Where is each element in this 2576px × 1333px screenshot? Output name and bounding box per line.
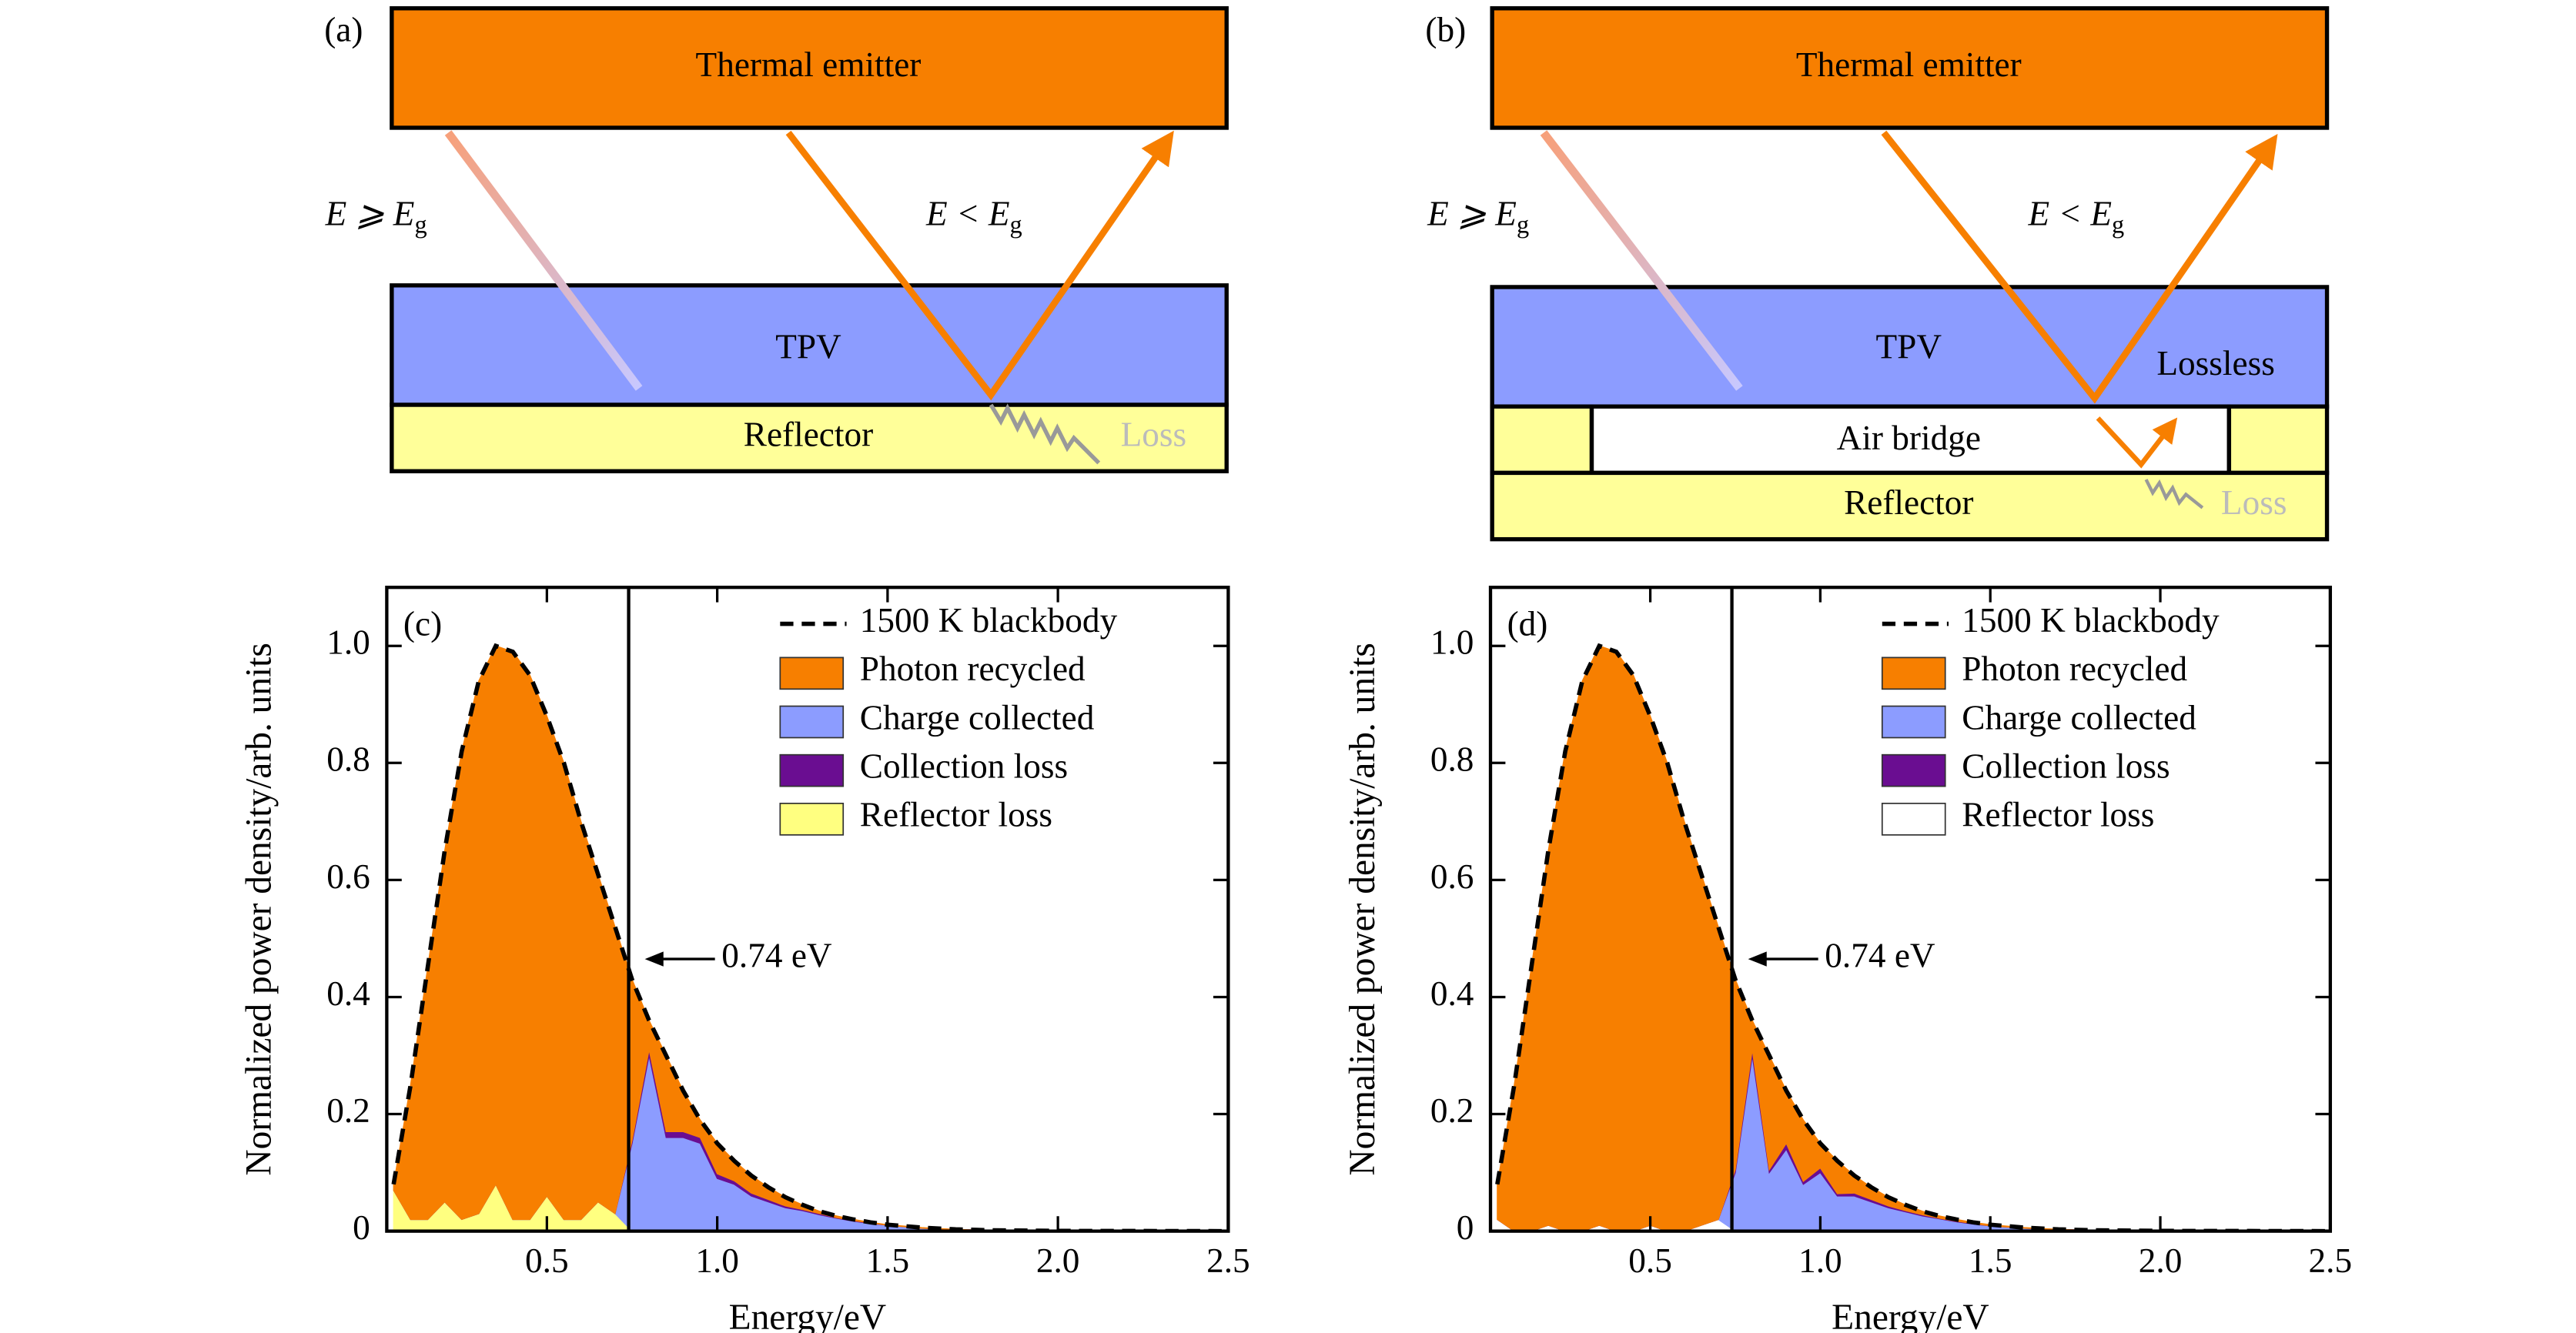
x-tick-label: 2.5 [2309,1241,2353,1280]
legend-label: Collection loss [860,747,1068,785]
y-axis-label: Normalized power density/arb. units [239,643,279,1175]
subscript: g [1010,211,1022,239]
curve [1495,643,2330,1231]
annotation: 0.74 eV [721,936,832,974]
emitter-label: Thermal emitter [1796,45,2022,84]
y-axis-label: Normalized power density/arb. units [1343,643,1383,1175]
x-tick-label: 1.0 [695,1241,739,1280]
panel-label: (d) [1507,604,1548,643]
tpv-label: TPV [1876,327,1942,366]
math: E ⩾ E [325,195,415,233]
loss-wave [989,403,1101,465]
legend-label: Collection loss [1962,747,2170,785]
y-tick-label: 0.4 [1430,974,1474,1013]
plot-frame [385,586,1230,1233]
y-tick-label: 0 [1457,1208,1474,1247]
tpv-label: TPV [775,327,841,366]
legend-swatch [1881,656,1946,690]
above-gap-label: E ⩾ Eg [1427,195,1529,239]
x-axis-label: Energy/eV [1832,1298,1989,1333]
lossless-label: Lossless [2156,344,2274,383]
math: E < E [925,195,1009,233]
x-tick-label: 1.5 [1969,1241,2012,1280]
y-tick-label: 0.2 [326,1091,370,1130]
legend-label: 1500 K blackbody [860,601,1118,640]
panel-label: (b) [1425,11,1466,49]
loss-label: Loss [2221,483,2287,522]
subscript: g [1517,211,1529,239]
legend-label: 1500 K blackbody [1962,601,2220,640]
y-tick-label: 0.6 [1430,857,1474,896]
legend-swatch [779,753,845,787]
panel-label: (c) [403,604,442,643]
absorbed-ray [444,130,643,391]
reflector-label: Reflector [1844,483,1973,522]
below-gap-label: E < Eg [925,195,1022,239]
air-bridge-label: Air bridge [1837,419,1981,457]
diagram-a: (a) Thermal emitter TPV Reflector Loss E… [324,6,1229,473]
subscript: g [414,211,427,239]
reflector-label: Reflector [744,416,873,454]
legend-swatch [1881,753,1946,787]
chart: 0.74 eV 0.5 1.0 1.5 2.0 2.5 0 0.2 0.4 0.6 0.8 1.0 En… [1343,586,2353,1333]
curve [391,643,1229,1231]
support-box [1490,404,1594,476]
x-tick-label: 2.5 [1206,1241,1250,1280]
subscript: g [2112,211,2124,239]
diagram-b: (b) Thermal emitter TPV Lossless Air bri… [1425,6,2330,542]
y-tick-label: 0.4 [326,974,370,1013]
x-tick-label: 0.5 [525,1241,569,1280]
emitter-box [1490,6,2330,130]
chart: 0.74 eV 0.5 1.0 1.5 2.0 2.5 0 0.2 0.4 0.6 0.8 1.0 En… [239,586,1250,1333]
y-tick-label: 0.2 [1430,1091,1474,1130]
emitter-box [390,6,1229,130]
loss-label: Loss [1121,416,1187,454]
x-axis-label: Energy/eV [729,1298,886,1333]
below-gap-label: E < Eg [2028,195,2125,239]
x-tick-label: 2.0 [2139,1241,2183,1280]
y-tick-label: 0 [353,1208,370,1247]
x-tick-label: 1.5 [866,1241,910,1280]
y-tick-label: 0.8 [1430,740,1474,779]
annotation: 0.74 eV [1825,936,1935,974]
legend-swatch [779,705,845,739]
legend-swatch [779,802,845,836]
y-tick-label: 0.8 [326,740,370,779]
legend-label: Reflector loss [1962,796,2154,834]
plot-frame [1488,586,2333,1233]
math: E < E [2028,195,2112,233]
support-box [2226,404,2330,476]
legend-swatch [1881,705,1946,739]
tpv-box [390,283,1229,407]
above-gap-label: E ⩾ Eg [325,195,427,239]
reflector-box [1490,470,2330,542]
y-tick-label: 1.0 [326,623,370,662]
loss-wave [2144,479,2204,509]
absorbed-ray [1540,130,1743,391]
reflector-box [390,403,1229,473]
x-tick-label: 1.0 [1798,1241,1842,1280]
legend-label: Charge collected [860,698,1095,737]
math: E ⩾ E [1427,195,1517,233]
inner-ray [2096,416,2178,469]
legend-swatch [779,656,845,690]
legend-label: Photon recycled [860,650,1086,688]
y-tick-label: 1.0 [1430,623,1474,662]
legend-label: Charge collected [1962,698,2196,737]
reflected-ray [785,130,1174,401]
legend-label: Reflector loss [860,796,1052,834]
x-tick-label: 2.0 [1036,1241,1080,1280]
y-tick-label: 0.6 [326,857,370,896]
plot-area [1495,643,2330,1231]
legend-swatch [1881,802,1946,836]
legend-label: Photon recycled [1962,650,2187,688]
emitter-label: Thermal emitter [696,45,922,84]
panel-label: (a) [324,11,363,49]
x-tick-label: 0.5 [1628,1241,1672,1280]
reflected-ray [1881,130,2278,404]
